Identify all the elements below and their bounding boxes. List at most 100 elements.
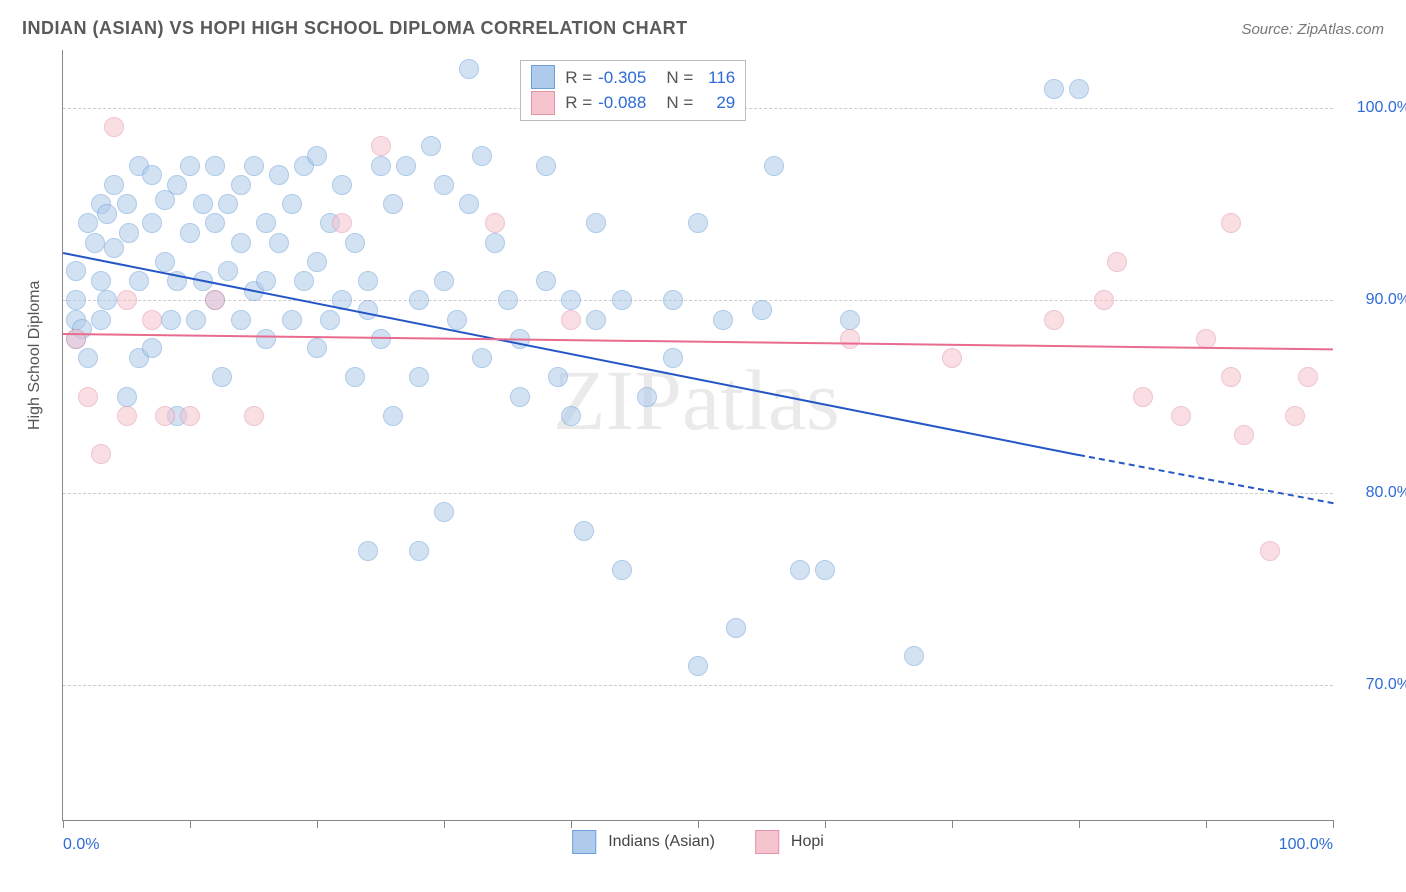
data-point — [66, 261, 86, 281]
data-point — [421, 136, 441, 156]
data-point — [294, 271, 314, 291]
data-point — [1044, 310, 1064, 330]
data-point — [764, 156, 784, 176]
x-tick — [317, 820, 318, 828]
data-point — [345, 233, 365, 253]
data-point — [409, 367, 429, 387]
x-tick-label: 0.0% — [63, 836, 99, 854]
data-point — [307, 146, 327, 166]
data-point — [561, 406, 581, 426]
stat-label: N = — [666, 65, 693, 91]
x-tick — [63, 820, 64, 828]
data-point — [1221, 367, 1241, 387]
source-label: Source: ZipAtlas.com — [1241, 21, 1384, 38]
data-point — [205, 213, 225, 233]
data-point — [117, 406, 137, 426]
data-point — [205, 290, 225, 310]
data-point — [396, 156, 416, 176]
chart-title: INDIAN (ASIAN) VS HOPI HIGH SCHOOL DIPLO… — [22, 18, 688, 39]
stat-label: R = — [565, 65, 592, 91]
data-point — [752, 300, 772, 320]
data-point — [409, 541, 429, 561]
data-point — [91, 310, 111, 330]
data-point — [85, 233, 105, 253]
x-tick — [698, 820, 699, 828]
data-point — [434, 271, 454, 291]
x-tick — [190, 820, 191, 828]
y-tick-label: 80.0% — [1366, 484, 1406, 502]
data-point — [485, 233, 505, 253]
data-point — [104, 238, 124, 258]
data-point — [307, 252, 327, 272]
data-point — [358, 541, 378, 561]
data-point — [536, 271, 556, 291]
data-point — [561, 290, 581, 310]
y-tick-label: 100.0% — [1357, 99, 1406, 117]
data-point — [78, 348, 98, 368]
data-point — [1133, 387, 1153, 407]
data-point — [1044, 79, 1064, 99]
x-tick — [1206, 820, 1207, 828]
data-point — [180, 156, 200, 176]
data-point — [1094, 290, 1114, 310]
data-point — [586, 310, 606, 330]
data-point — [142, 165, 162, 185]
data-point — [840, 329, 860, 349]
y-tick-label: 70.0% — [1366, 676, 1406, 694]
data-point — [345, 367, 365, 387]
legend-swatch — [572, 830, 596, 854]
data-point — [942, 348, 962, 368]
data-point — [180, 406, 200, 426]
data-point — [383, 406, 403, 426]
data-point — [790, 560, 810, 580]
legend-row: R =-0.305N =116 — [531, 65, 735, 91]
data-point — [282, 194, 302, 214]
data-point — [205, 156, 225, 176]
x-tick — [952, 820, 953, 828]
data-point — [1221, 213, 1241, 233]
legend-label: Indians (Asian) — [608, 833, 715, 851]
data-point — [663, 290, 683, 310]
r-value: -0.305 — [598, 65, 646, 91]
trend-line — [63, 252, 1079, 456]
data-point — [142, 310, 162, 330]
data-point — [180, 223, 200, 243]
data-point — [244, 156, 264, 176]
data-point — [371, 136, 391, 156]
data-point — [586, 213, 606, 233]
data-point — [104, 175, 124, 195]
data-point — [97, 204, 117, 224]
data-point — [129, 271, 149, 291]
x-tick-label: 100.0% — [1279, 836, 1333, 854]
x-tick — [825, 820, 826, 828]
n-value: 29 — [699, 90, 735, 116]
data-point — [1107, 252, 1127, 272]
data-point — [66, 290, 86, 310]
legend-row: R =-0.088N =29 — [531, 90, 735, 116]
legend-swatch — [531, 65, 555, 89]
data-point — [383, 194, 403, 214]
legend-swatch — [531, 91, 555, 115]
data-point — [212, 367, 232, 387]
data-point — [104, 117, 124, 137]
data-point — [1234, 425, 1254, 445]
data-point — [155, 252, 175, 272]
data-point — [536, 156, 556, 176]
x-tick — [1079, 820, 1080, 828]
data-point — [688, 213, 708, 233]
data-point — [218, 261, 238, 281]
data-point — [459, 194, 479, 214]
data-point — [97, 290, 117, 310]
legend-bottom: Indians (Asian)Hopi — [572, 830, 824, 854]
data-point — [726, 618, 746, 638]
data-point — [1069, 79, 1089, 99]
x-tick — [444, 820, 445, 828]
data-point — [459, 59, 479, 79]
data-point — [167, 175, 187, 195]
data-point — [269, 233, 289, 253]
data-point — [307, 338, 327, 358]
data-point — [561, 310, 581, 330]
data-point — [815, 560, 835, 580]
data-point — [78, 213, 98, 233]
data-point — [663, 348, 683, 368]
